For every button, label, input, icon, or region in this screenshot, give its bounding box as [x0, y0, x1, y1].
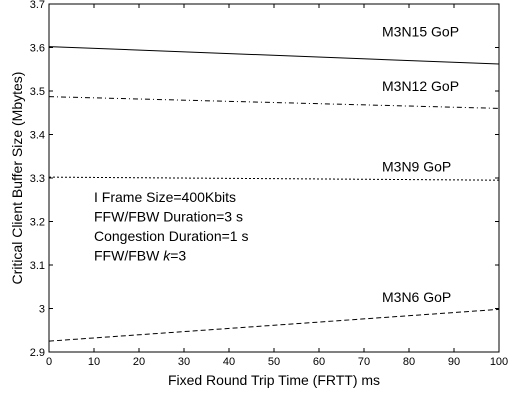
- series-labels: M3N15 GoP M3N12 GoP M3N9 GoP M3N6 GoP: [382, 24, 459, 305]
- x-tick-label: 20: [133, 356, 145, 368]
- series-label: M3N15 GoP: [382, 24, 459, 40]
- series-lines: [48, 46, 500, 342]
- y-tick-label: 3.4: [30, 130, 45, 142]
- y-axis-label: Critical Client Buffer Size (Mbytes): [9, 72, 25, 285]
- x-tick-label: 90: [448, 356, 460, 368]
- y-tick-label: 3.5: [30, 86, 45, 98]
- y-tick-label: 3.1: [30, 260, 45, 272]
- x-tick-label: 60: [313, 356, 325, 368]
- annotation-text: FFW/FBW k=3: [94, 248, 186, 264]
- x-tick-label: 80: [403, 356, 415, 368]
- x-tick-label: 10: [88, 356, 100, 368]
- series-line: [48, 308, 500, 342]
- series-label: M3N12 GoP: [382, 78, 459, 94]
- x-tick-label: 50: [268, 356, 280, 368]
- y-tick-label: 3: [39, 304, 45, 316]
- series-label: M3N9 GoP: [382, 158, 451, 174]
- y-tick-label: 3.2: [30, 217, 45, 229]
- x-tick-label: 30: [178, 356, 190, 368]
- y-tick-label: 2.9: [30, 347, 45, 359]
- x-tick-label: 100: [490, 356, 508, 368]
- y-tick-label: 3.6: [30, 43, 45, 55]
- y-tick-label: 3.3: [30, 173, 45, 185]
- series-line: [48, 176, 500, 181]
- series-label: M3N6 GoP: [382, 289, 451, 305]
- series-line: [48, 46, 500, 65]
- x-axis-label: Fixed Round Trip Time (FRTT) ms: [168, 372, 380, 388]
- x-tick-label: 40: [223, 356, 235, 368]
- annotation-text: Congestion Duration=1 s: [94, 228, 249, 244]
- annotation-text: I Frame Size=400Kbits: [94, 189, 236, 205]
- y-tick-label: 3.7: [30, 0, 45, 11]
- axis-ticks: 0 10 20 30 40 50 60 70 80 90 100 2.9 3 3.1 3.2 3.3 3.4 3.…: [30, 0, 508, 368]
- series-line: [48, 96, 500, 109]
- x-tick-label: 70: [358, 356, 370, 368]
- annotation-text: FFW/FBW Duration=3 s: [94, 209, 243, 225]
- x-tick-label: 0: [46, 356, 52, 368]
- annotations: I Frame Size=400Kbits FFW/FBW Duration=3 …: [94, 189, 249, 264]
